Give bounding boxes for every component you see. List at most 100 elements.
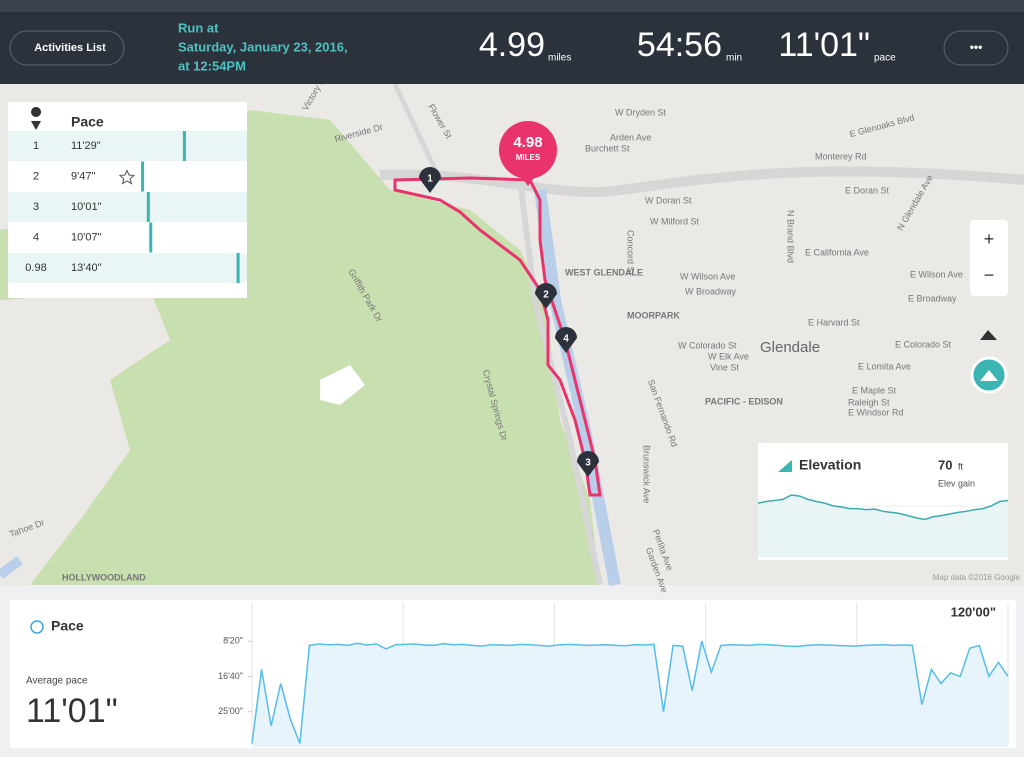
split-bar xyxy=(141,161,145,192)
back-button[interactable] xyxy=(9,30,125,66)
split-distance: 0.98 xyxy=(25,262,46,274)
elev-gain: 70 xyxy=(938,457,952,472)
map-label: E Wilson Ave xyxy=(910,269,963,279)
pin-unit: MILES xyxy=(516,153,541,162)
map-label: W Wilson Ave xyxy=(680,271,735,281)
map-label: E Lomita Ave xyxy=(858,361,911,371)
stat-unit: miles xyxy=(548,53,571,64)
run-date: Saturday, January 23, 2016, xyxy=(178,39,348,54)
route-marker xyxy=(535,283,557,309)
map-label: W Broadway xyxy=(685,286,737,296)
elev-gain-label: Elev gain xyxy=(938,478,975,488)
split-row xyxy=(8,161,247,192)
split-distance: 2 xyxy=(33,170,39,182)
zoom-in[interactable]: + xyxy=(984,229,995,249)
elevation-title: Elevation xyxy=(799,457,861,473)
pace-max: 120'00" xyxy=(951,604,996,619)
map-label: Burchett St xyxy=(585,143,630,153)
map-label: W Doran St xyxy=(645,195,692,205)
more-button[interactable] xyxy=(943,30,1009,66)
top-strip xyxy=(0,0,1024,12)
run-time: at 12:54PM xyxy=(178,58,246,73)
marker-label: 1 xyxy=(427,174,433,185)
route-marker xyxy=(555,327,577,353)
header xyxy=(0,0,1024,84)
y-tick-label: 8'20" xyxy=(223,636,243,646)
split-row xyxy=(8,253,247,283)
pace-area xyxy=(252,641,1008,747)
stat-unit: pace xyxy=(874,53,896,64)
split-pace: 11'29" xyxy=(71,140,101,152)
avg-pace-value: 11'01" xyxy=(26,692,118,730)
elev-area xyxy=(758,495,1008,557)
pin-value: 4.98 xyxy=(513,134,542,151)
elev-unit: ft xyxy=(958,461,964,471)
split-distance: 4 xyxy=(33,231,39,243)
split-pace: 10'07" xyxy=(71,231,102,243)
split-bar xyxy=(149,222,153,253)
split-bar xyxy=(182,131,186,161)
map-label: HOLLYWOODLAND xyxy=(62,572,146,582)
pond xyxy=(320,365,365,405)
map-label: Vine St xyxy=(710,362,739,372)
split-pace: 13'40" xyxy=(71,262,102,274)
split-row xyxy=(8,192,247,222)
pin-icon xyxy=(31,107,42,130)
stat-distance: 4.99 xyxy=(479,26,545,64)
zoom-out[interactable]: − xyxy=(984,265,995,285)
toggle-icon xyxy=(980,370,998,381)
pin-tip xyxy=(520,175,536,186)
map-label: E Doran St xyxy=(845,185,890,195)
marker-label: 4 xyxy=(563,334,569,345)
map-label: Glendale xyxy=(760,339,820,356)
map-label: E Maple St xyxy=(852,385,897,395)
map-label: W Dryden St xyxy=(615,107,667,117)
map-label: E Harvard St xyxy=(808,317,860,327)
splits-title: Pace xyxy=(71,114,104,130)
split-row xyxy=(8,131,247,161)
split-distance: 1 xyxy=(33,140,39,152)
split-distance: 3 xyxy=(33,201,39,213)
attribution: Map data ©2016 Google xyxy=(933,573,1021,582)
y-tick-label: 16'40" xyxy=(218,671,243,681)
split-pace: 9'47" xyxy=(71,170,95,182)
split-bar xyxy=(236,253,240,283)
stat-unit: min xyxy=(726,53,742,64)
split-row xyxy=(8,222,247,253)
highway xyxy=(392,82,443,182)
split-pace: 10'01" xyxy=(71,201,102,213)
avg-pace-label: Average pace xyxy=(26,676,88,687)
terrain-button[interactable] xyxy=(980,330,997,340)
map-label: E Windsor Rd xyxy=(848,407,904,417)
zoom-control[interactable] xyxy=(970,220,1008,296)
elev-line xyxy=(757,494,1009,521)
more-label[interactable]: ••• xyxy=(970,40,983,54)
pace-line xyxy=(251,640,1009,744)
map-label: E California Ave xyxy=(805,247,869,257)
back-label[interactable]: Activities List xyxy=(34,42,106,54)
map-label: Concord St xyxy=(626,230,636,276)
marker-label: 2 xyxy=(543,290,549,301)
stat-duration: 54:56 xyxy=(637,26,722,64)
map-label: WEST GLENDALE xyxy=(565,267,643,277)
map-label: Arden Ave xyxy=(610,132,651,142)
map-label: E Colorado St xyxy=(895,339,952,349)
route-marker xyxy=(577,451,599,477)
distance-pin xyxy=(499,121,557,179)
stat-pace: 11'01" xyxy=(778,26,870,64)
water xyxy=(0,556,23,579)
split-bar xyxy=(146,192,150,222)
map-label: N Brand Blvd xyxy=(786,210,796,263)
elevation-icon xyxy=(778,460,792,472)
urban xyxy=(0,290,170,585)
fastest-star xyxy=(118,169,136,185)
y-tick-label: 25'00" xyxy=(218,706,243,716)
map-label: Brunswick Ave xyxy=(642,445,652,503)
map-label: MOORPARK xyxy=(627,310,680,320)
pace-title: Pace xyxy=(51,618,84,634)
run-at: Run at xyxy=(178,20,219,35)
map-label: W Milford St xyxy=(650,216,700,226)
map-label: Monterey Rd xyxy=(815,151,867,161)
map-label: Raleigh St xyxy=(848,397,890,407)
